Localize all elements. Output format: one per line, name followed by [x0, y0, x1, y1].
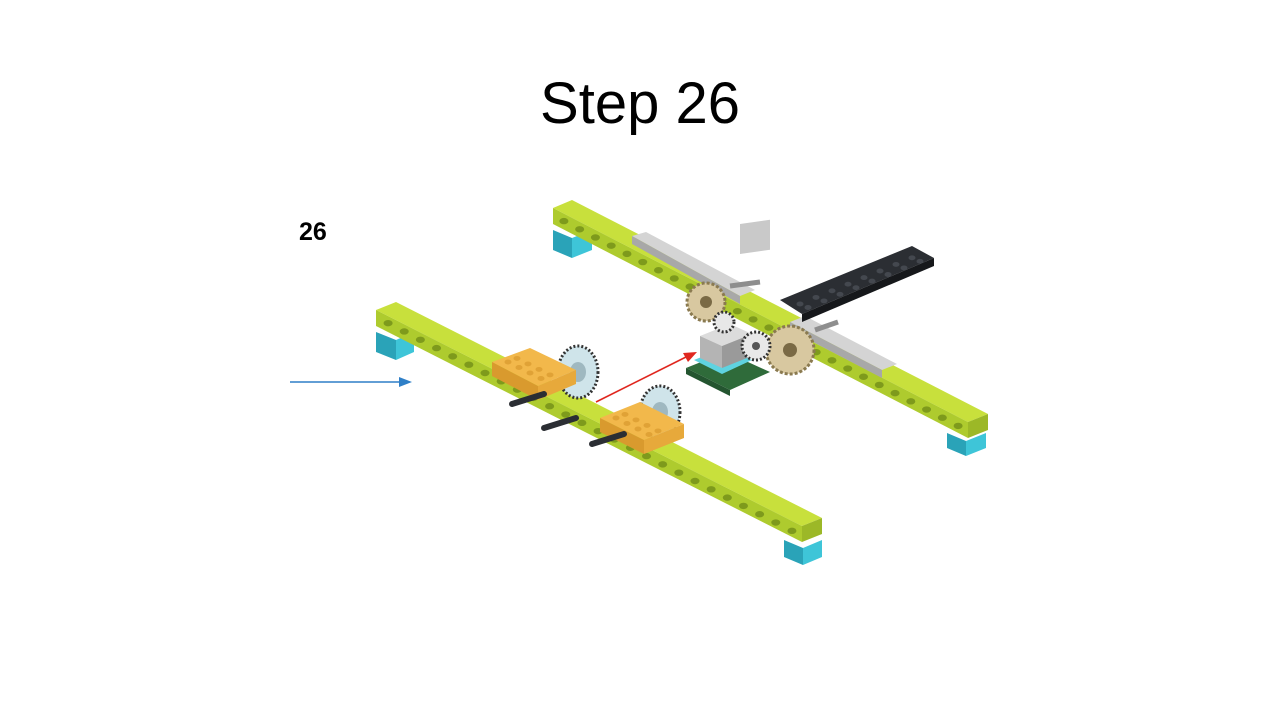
beam-hole: [953, 422, 963, 430]
beam-hole: [464, 361, 474, 368]
beam-hole: [685, 283, 695, 290]
stud: [513, 355, 521, 361]
beam-hole: [748, 316, 758, 323]
stud: [524, 361, 532, 367]
stud: [634, 426, 642, 432]
stud: [526, 370, 534, 376]
beam-hole: [937, 414, 947, 421]
beam-hole: [654, 267, 663, 274]
beam-hole: [545, 403, 555, 410]
beam-hole: [843, 365, 853, 372]
slide-title: Step 26: [540, 71, 740, 136]
back-gears: [685, 279, 839, 376]
front-beam-assembly: [376, 302, 822, 565]
stud: [876, 268, 884, 274]
beam-hole: [859, 373, 868, 380]
beam-hole: [399, 328, 409, 335]
stud: [796, 301, 804, 307]
beam-hole: [575, 226, 585, 233]
stud: [654, 428, 662, 434]
stud: [515, 365, 523, 370]
stud: [900, 265, 908, 271]
beam-hole: [642, 452, 652, 460]
blue-arrow: [290, 377, 412, 387]
beam-hole: [890, 389, 900, 397]
stud: [836, 291, 844, 297]
beam-hole: [706, 486, 716, 493]
beam-hole: [874, 381, 884, 389]
beam-hole: [738, 502, 748, 510]
stud: [621, 411, 629, 417]
beam-hole: [622, 250, 632, 258]
stud: [535, 366, 543, 372]
stud: [804, 305, 812, 310]
beam-hole: [448, 353, 458, 360]
beam-hole: [827, 357, 837, 364]
beam-hole: [577, 419, 587, 427]
beam-hole: [669, 275, 679, 282]
stud: [868, 278, 876, 284]
step-number: 26: [299, 218, 327, 246]
stud: [546, 372, 554, 378]
gearbox: [686, 219, 770, 396]
stud: [828, 288, 836, 294]
stud: [537, 376, 545, 381]
stud: [632, 417, 640, 423]
stud: [643, 422, 651, 428]
beam-hole: [732, 308, 742, 315]
beam-hole: [755, 511, 765, 518]
beam-hole: [480, 369, 490, 377]
stud: [812, 294, 820, 300]
beam-hole: [415, 336, 425, 343]
beam-hole: [787, 527, 797, 535]
beam-hole: [764, 324, 774, 331]
stud: [645, 432, 653, 437]
beam-hole: [771, 519, 781, 526]
stud: [844, 281, 852, 287]
stud: [504, 359, 512, 365]
stud: [860, 275, 868, 281]
red-arrow: [595, 352, 697, 403]
stud: [892, 261, 900, 267]
stud: [908, 255, 916, 261]
beam-hole: [383, 319, 393, 327]
beam-hole: [690, 477, 700, 485]
beam-hole: [590, 234, 600, 241]
beam-hole: [906, 398, 916, 405]
stud: [884, 272, 892, 277]
beam-hole: [722, 494, 732, 501]
beam-hole: [674, 469, 684, 476]
stud: [852, 285, 860, 291]
stud: [916, 258, 924, 264]
stud: [623, 421, 631, 426]
beam-hole: [606, 242, 616, 249]
beam-hole: [559, 217, 569, 225]
beam-hole: [658, 461, 668, 468]
black-plate: [780, 246, 934, 322]
beam-hole: [561, 411, 571, 418]
stud: [612, 415, 620, 421]
beam-hole: [638, 258, 648, 266]
beam-hole: [432, 344, 442, 352]
beam-hole: [922, 406, 932, 413]
stud: [820, 298, 828, 304]
